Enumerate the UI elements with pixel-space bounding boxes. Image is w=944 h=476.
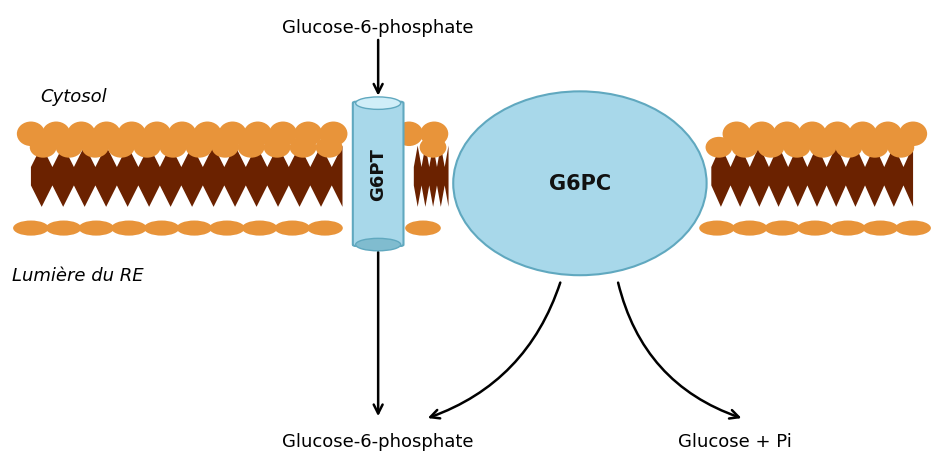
Ellipse shape <box>315 138 343 159</box>
Ellipse shape <box>17 122 45 147</box>
Ellipse shape <box>757 138 784 159</box>
Ellipse shape <box>118 122 145 147</box>
Ellipse shape <box>862 138 888 159</box>
Ellipse shape <box>56 138 82 159</box>
Ellipse shape <box>798 221 833 236</box>
Ellipse shape <box>210 221 244 236</box>
Ellipse shape <box>13 221 49 236</box>
Text: Glucose-6-phosphate: Glucose-6-phosphate <box>282 19 474 37</box>
Ellipse shape <box>895 221 931 236</box>
Ellipse shape <box>874 122 902 147</box>
Text: G6PT: G6PT <box>369 148 387 201</box>
Ellipse shape <box>238 138 264 159</box>
Ellipse shape <box>78 221 114 236</box>
Ellipse shape <box>319 122 347 147</box>
Polygon shape <box>413 146 448 208</box>
Ellipse shape <box>732 138 758 159</box>
Ellipse shape <box>143 122 171 147</box>
Ellipse shape <box>67 122 95 147</box>
Ellipse shape <box>263 138 291 159</box>
Ellipse shape <box>849 122 877 147</box>
Ellipse shape <box>82 138 109 159</box>
Ellipse shape <box>863 221 899 236</box>
Ellipse shape <box>835 138 862 159</box>
Ellipse shape <box>211 138 239 159</box>
Ellipse shape <box>420 122 448 147</box>
Polygon shape <box>31 146 343 208</box>
Ellipse shape <box>823 122 851 147</box>
Ellipse shape <box>732 221 767 236</box>
Ellipse shape <box>160 138 187 159</box>
FancyBboxPatch shape <box>353 102 403 247</box>
Ellipse shape <box>244 122 272 147</box>
Ellipse shape <box>307 221 343 236</box>
Ellipse shape <box>269 122 297 147</box>
Ellipse shape <box>108 138 134 159</box>
Ellipse shape <box>218 122 246 147</box>
Ellipse shape <box>93 122 121 147</box>
Ellipse shape <box>700 221 734 236</box>
Text: G6PC: G6PC <box>548 174 611 194</box>
Ellipse shape <box>722 122 750 147</box>
Text: Cytosol: Cytosol <box>41 88 107 106</box>
Ellipse shape <box>177 221 212 236</box>
Ellipse shape <box>830 221 866 236</box>
Ellipse shape <box>784 138 810 159</box>
Ellipse shape <box>420 138 447 159</box>
Ellipse shape <box>765 221 801 236</box>
Ellipse shape <box>42 122 70 147</box>
Ellipse shape <box>356 239 400 251</box>
Polygon shape <box>711 146 913 208</box>
Ellipse shape <box>748 122 776 147</box>
Ellipse shape <box>356 98 400 110</box>
Ellipse shape <box>186 138 212 159</box>
Text: Lumière du RE: Lumière du RE <box>12 267 143 285</box>
Ellipse shape <box>290 138 316 159</box>
Ellipse shape <box>45 221 81 236</box>
Ellipse shape <box>799 122 826 147</box>
Ellipse shape <box>134 138 160 159</box>
Ellipse shape <box>30 138 57 159</box>
Ellipse shape <box>810 138 836 159</box>
Ellipse shape <box>453 92 707 276</box>
Ellipse shape <box>405 221 441 236</box>
Ellipse shape <box>168 122 196 147</box>
Ellipse shape <box>194 122 222 147</box>
Ellipse shape <box>887 138 914 159</box>
Ellipse shape <box>899 122 927 147</box>
Ellipse shape <box>395 122 423 147</box>
Text: Glucose-6-phosphate: Glucose-6-phosphate <box>282 432 474 450</box>
Ellipse shape <box>295 122 322 147</box>
Ellipse shape <box>275 221 311 236</box>
Ellipse shape <box>242 221 278 236</box>
Text: Glucose + Pi: Glucose + Pi <box>678 432 792 450</box>
Ellipse shape <box>705 138 733 159</box>
Ellipse shape <box>111 221 146 236</box>
Ellipse shape <box>143 221 179 236</box>
Ellipse shape <box>773 122 801 147</box>
